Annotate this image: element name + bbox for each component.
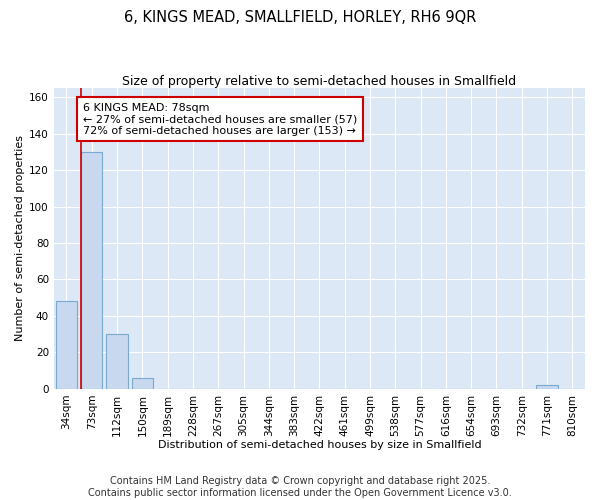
Bar <box>56 302 77 389</box>
Text: 6 KINGS MEAD: 78sqm
← 27% of semi-detached houses are smaller (57)
72% of semi-d: 6 KINGS MEAD: 78sqm ← 27% of semi-detach… <box>83 102 357 136</box>
Text: Contains HM Land Registry data © Crown copyright and database right 2025.
Contai: Contains HM Land Registry data © Crown c… <box>88 476 512 498</box>
Y-axis label: Number of semi-detached properties: Number of semi-detached properties <box>15 136 25 342</box>
Bar <box>81 152 103 389</box>
X-axis label: Distribution of semi-detached houses by size in Smallfield: Distribution of semi-detached houses by … <box>158 440 481 450</box>
Text: 6, KINGS MEAD, SMALLFIELD, HORLEY, RH6 9QR: 6, KINGS MEAD, SMALLFIELD, HORLEY, RH6 9… <box>124 10 476 25</box>
Bar <box>536 385 558 389</box>
Bar <box>131 378 153 389</box>
Title: Size of property relative to semi-detached houses in Smallfield: Size of property relative to semi-detach… <box>122 75 517 88</box>
Bar <box>106 334 128 389</box>
